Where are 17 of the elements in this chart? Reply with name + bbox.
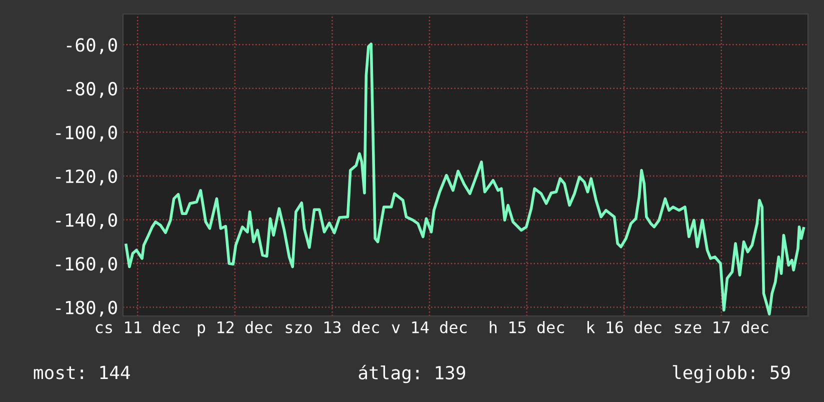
y-tick-label: -180,0 — [56, 300, 117, 317]
x-tick-label: cs 11 dec — [96, 320, 180, 334]
x-tick-label: h 15 dec — [490, 320, 564, 334]
y-tick-label: -60,0 — [66, 38, 117, 54]
text: most: 144 — [34, 366, 130, 380]
x-tick-label: v 14 dec — [392, 320, 467, 334]
y-tick-label: -120,0 — [56, 169, 117, 186]
y-tick-label: -100,0 — [56, 126, 117, 142]
y-tick-label: -160,0 — [56, 256, 117, 273]
text: legjobb: 59 — [672, 365, 790, 383]
y-tick-label: -140,0 — [56, 213, 117, 230]
x-tick-label: sze 17 dec — [674, 320, 768, 334]
x-tick-label: szo 13 dec — [286, 320, 379, 334]
y-tick-label: -80,0 — [66, 82, 117, 98]
text: átlag: 139 — [358, 364, 466, 384]
x-tick-label: k 16 dec — [587, 320, 662, 334]
x-tick-label: p 12 dec — [198, 320, 272, 336]
